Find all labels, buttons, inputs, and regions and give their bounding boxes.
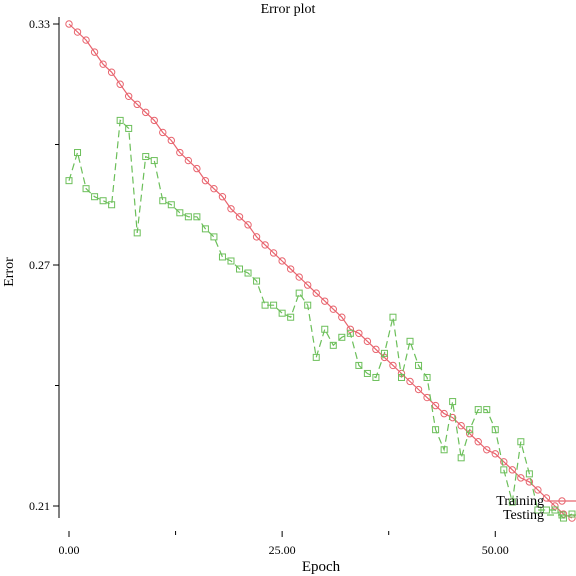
- y-axis: 0.33 0.27 0.21: [29, 17, 59, 518]
- series-training: [66, 21, 575, 521]
- data-point: [569, 515, 575, 521]
- data-point: [458, 455, 464, 461]
- x-axis-label: Epoch: [302, 559, 341, 575]
- x-axis: 0.00 25.00 50.00: [59, 531, 509, 557]
- x-tick-label: 25.00: [269, 543, 296, 557]
- x-tick-label: 50.00: [482, 543, 509, 557]
- data-point: [100, 198, 106, 204]
- y-axis-label: Error: [2, 257, 17, 287]
- data-point: [75, 150, 81, 156]
- series-line-testing: [69, 120, 572, 518]
- y-tick-label: 0.21: [29, 499, 50, 513]
- series-layer: [66, 21, 575, 521]
- y-tick-label: 0.33: [29, 17, 50, 31]
- series-line-training: [69, 24, 572, 518]
- data-point: [219, 254, 225, 260]
- x-tick-label: 0.00: [59, 543, 80, 557]
- legend-label-training: Training: [496, 494, 544, 509]
- chart-title: Error plot: [261, 2, 316, 17]
- legend-label-testing: Testing: [503, 508, 544, 523]
- y-tick-label: 0.27: [29, 258, 50, 272]
- series-testing: [66, 117, 575, 521]
